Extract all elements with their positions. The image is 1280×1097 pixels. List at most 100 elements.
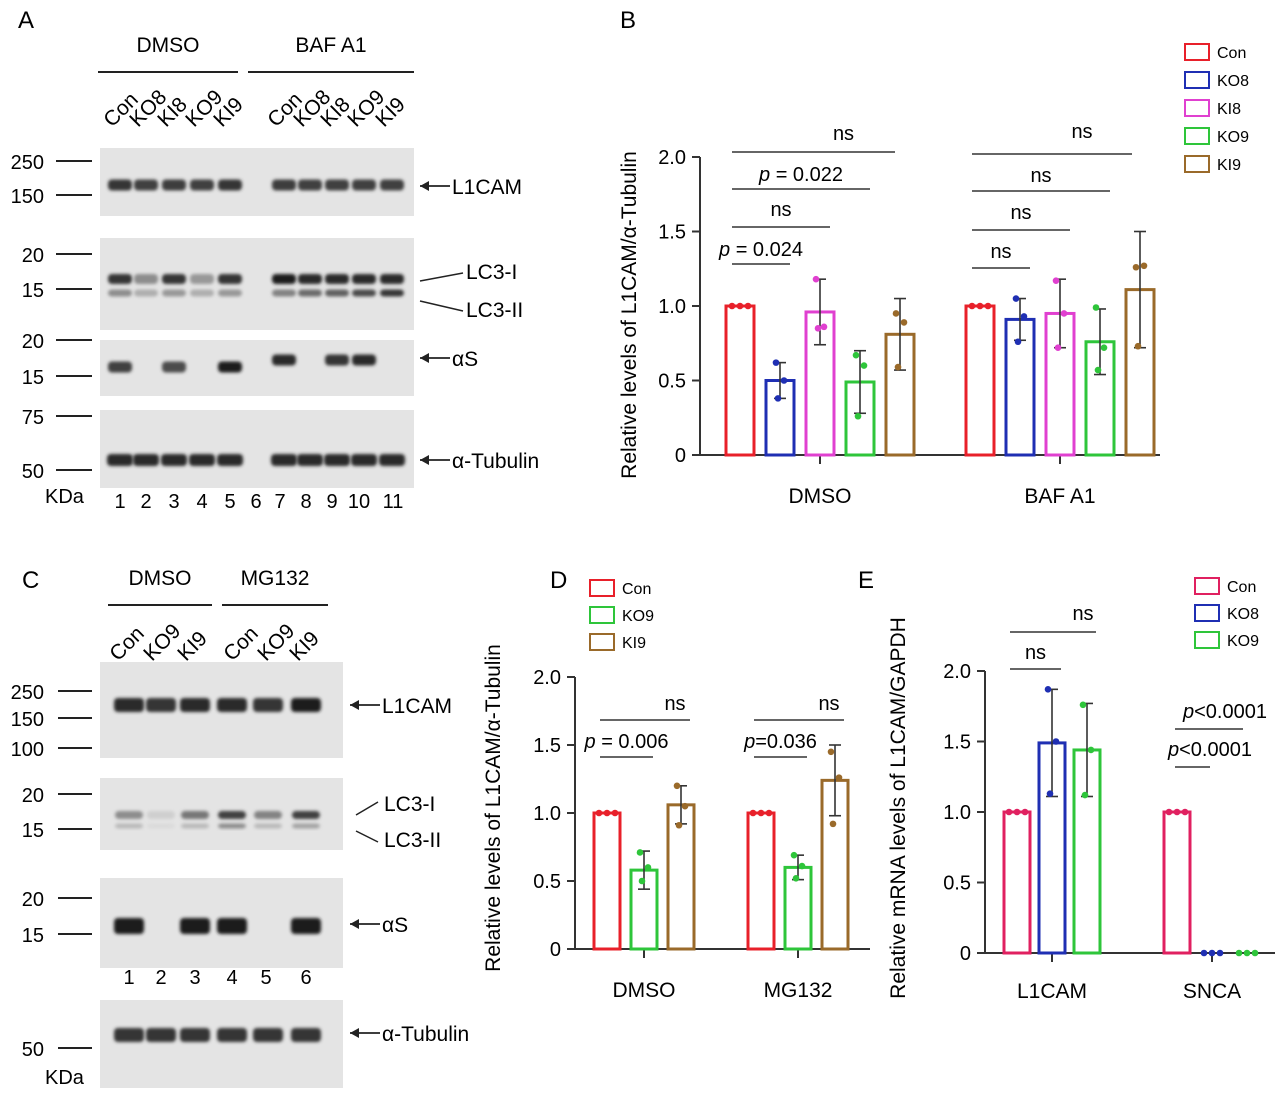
protein-band	[254, 823, 282, 829]
significance-label: ns	[1071, 121, 1092, 143]
bar-chart-e: E 0 0.5 1.0 1.5 2.0 Relative mRNA levels of L1…	[858, 567, 1275, 1003]
legend-swatch-ko9	[589, 606, 615, 624]
protein-band	[325, 289, 349, 297]
data-point	[835, 774, 843, 781]
mw-marker-label: 50	[22, 461, 44, 483]
bar-con	[1162, 810, 1192, 955]
lane-number: 3	[189, 967, 200, 989]
panel-letter: A	[18, 7, 34, 34]
data-point	[636, 849, 644, 856]
protein-band	[181, 811, 209, 819]
mw-marker-label: 20	[22, 331, 44, 353]
protein-band	[114, 918, 144, 934]
significance-label: ns	[1025, 642, 1046, 664]
bar-con	[746, 811, 776, 951]
protein-band	[272, 179, 296, 191]
protein-band	[218, 361, 242, 373]
protein-band	[217, 454, 243, 466]
legend-label: KO9	[1217, 129, 1249, 146]
legend-label: KO8	[1227, 606, 1259, 623]
protein-band	[217, 1028, 247, 1042]
x-tick-label: BAF A1	[1024, 485, 1095, 508]
protein-band	[147, 823, 175, 829]
legend-swatch-ko9	[1184, 127, 1210, 145]
y-axis-label: Relative mRNA levels of L1CAM/GAPDH	[887, 617, 910, 999]
protein-band	[180, 698, 210, 712]
protein-band	[218, 179, 242, 191]
lane-number: 5	[260, 967, 271, 989]
legend-swatch-con	[1184, 43, 1210, 61]
significance-label: ns	[1072, 603, 1093, 625]
x-tick-label: L1CAM	[1017, 980, 1087, 1003]
legend-label: KI9	[622, 635, 646, 652]
data-point	[638, 877, 646, 885]
protein-band	[181, 823, 209, 829]
data-point	[1173, 808, 1181, 816]
band-label: α-Tubulin	[452, 450, 539, 473]
legend-label: Con	[1227, 579, 1256, 596]
protein-band	[114, 1028, 144, 1042]
significance-label: p<0.0001	[1167, 739, 1252, 761]
protein-band	[291, 698, 321, 712]
significance-label: ns	[818, 693, 839, 715]
data-point	[1087, 746, 1095, 754]
kda-label: KDa	[45, 486, 85, 508]
protein-band	[134, 179, 158, 191]
protein-band	[352, 289, 376, 297]
protein-band	[133, 454, 159, 466]
data-point	[611, 809, 619, 817]
bar-con	[1002, 810, 1032, 955]
legend-swatch-ko9	[1194, 631, 1220, 649]
data-point	[1052, 738, 1060, 745]
band-label: L1CAM	[452, 176, 522, 199]
bar-chart-b: B 0 0.5 1.0 1.5 2.0 Relative levels of L1CAM/α…	[618, 7, 1249, 508]
panel-letter: C	[22, 567, 39, 594]
significance-label: ns	[1030, 165, 1051, 187]
panel-letter: E	[858, 567, 874, 594]
data-point	[852, 351, 860, 359]
data-point	[1005, 808, 1013, 816]
y-tick-label: 0	[960, 943, 971, 965]
protein-band	[115, 811, 143, 819]
y-tick-label: 0.5	[658, 371, 686, 393]
protein-band	[272, 354, 296, 366]
data-point	[1243, 949, 1251, 957]
mw-marker-label: 20	[22, 785, 44, 807]
x-tick-label: SNCA	[1183, 980, 1241, 1003]
data-point	[1014, 338, 1022, 346]
y-tick-label: 1.5	[533, 735, 561, 757]
protein-band	[218, 274, 242, 284]
protein-band	[190, 289, 214, 297]
lane-number: 3	[168, 491, 179, 513]
data-point	[1060, 310, 1068, 317]
kda-label: KDa	[45, 1067, 85, 1089]
protein-band	[253, 1028, 283, 1042]
mw-marker-label: 150	[11, 709, 44, 731]
panel-letter: B	[620, 7, 636, 34]
protein-band	[352, 274, 376, 284]
y-tick-label: 2.0	[943, 661, 971, 683]
legend-label: KO9	[1227, 633, 1259, 650]
lane-number: 10	[348, 491, 370, 513]
band-pointer	[355, 830, 379, 843]
mw-marker-label: 250	[11, 682, 44, 704]
data-point	[792, 874, 800, 882]
protein-band	[271, 454, 297, 466]
y-tick-label: 1.5	[943, 732, 971, 754]
data-point	[749, 809, 757, 817]
blot-membrane	[100, 1000, 343, 1088]
significance-label: p<0.0001	[1182, 701, 1267, 723]
data-point	[772, 359, 780, 366]
protein-band	[146, 1028, 176, 1042]
lane-label: Con	[105, 622, 149, 666]
protein-band	[134, 289, 158, 297]
mw-marker-label: 15	[22, 367, 44, 389]
legend-swatch-ki9	[589, 633, 615, 651]
data-point	[790, 851, 798, 859]
protein-band	[134, 274, 158, 284]
protein-band	[218, 289, 242, 297]
protein-band	[180, 918, 210, 934]
bar-con	[724, 304, 756, 457]
data-point	[757, 809, 765, 817]
lane-number: 2	[140, 491, 151, 513]
